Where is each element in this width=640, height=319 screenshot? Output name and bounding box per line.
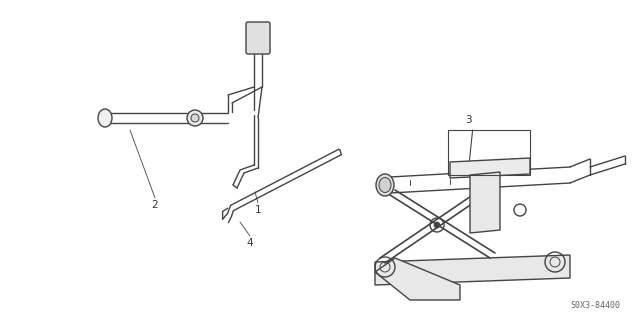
Polygon shape [375, 255, 570, 285]
Ellipse shape [376, 174, 394, 196]
Ellipse shape [191, 114, 199, 122]
Circle shape [434, 222, 440, 228]
Polygon shape [470, 172, 500, 233]
Text: 2: 2 [152, 200, 158, 210]
Bar [448, 130, 530, 175]
Polygon shape [450, 158, 530, 178]
Ellipse shape [98, 109, 112, 127]
Text: 1: 1 [255, 205, 261, 215]
Text: S0X3-84400: S0X3-84400 [570, 301, 620, 310]
FancyBboxPatch shape [246, 22, 270, 54]
Text: 4: 4 [246, 238, 253, 248]
Polygon shape [375, 258, 460, 300]
Ellipse shape [379, 177, 391, 192]
Ellipse shape [187, 110, 203, 126]
Text: 3: 3 [465, 115, 471, 125]
